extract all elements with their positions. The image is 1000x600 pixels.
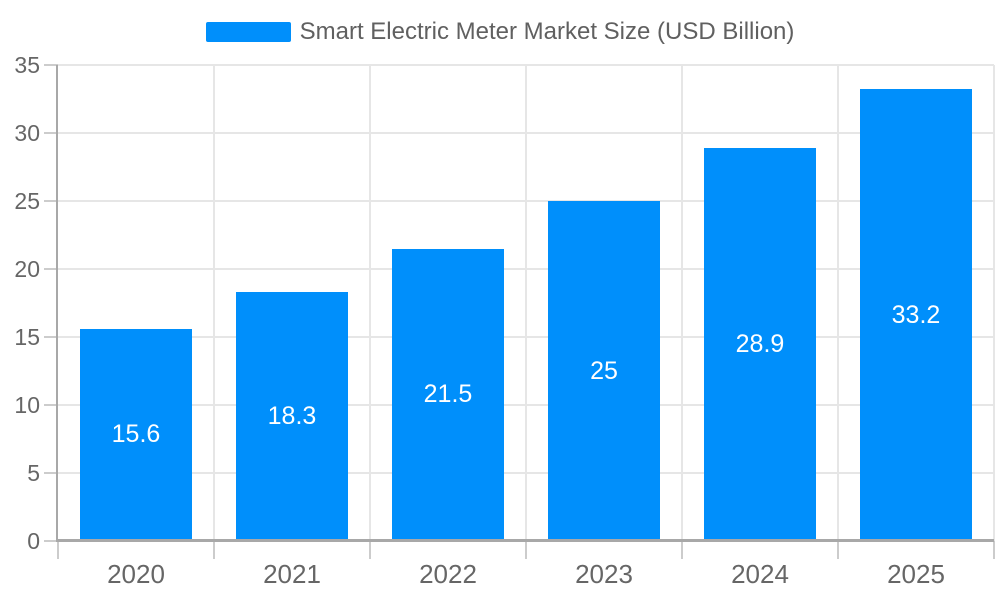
y-tick-label: 20: [14, 256, 40, 282]
x-tick: [837, 541, 839, 559]
legend-label: Smart Electric Meter Market Size (USD Bi…: [299, 18, 795, 45]
x-tick-label: 2024: [731, 559, 789, 589]
x-tick-label: 2020: [107, 559, 165, 589]
y-axis-line: [56, 65, 58, 542]
x-tick-label: 2021: [263, 559, 321, 589]
y-tick: [44, 404, 58, 406]
x-gridline: [681, 65, 683, 541]
x-gridline: [525, 65, 527, 541]
y-tick: [44, 200, 58, 202]
y-tick: [44, 132, 58, 134]
bar-value-label: 25: [590, 356, 618, 385]
x-tick: [369, 541, 371, 559]
bar-value-label: 18.3: [267, 402, 317, 431]
bar-2020[interactable]: 15.6: [80, 328, 192, 541]
y-tick-label: 25: [14, 188, 40, 214]
chart-legend[interactable]: Smart Electric Meter Market Size (USD Bi…: [0, 14, 1000, 50]
y-tick-label: 35: [14, 52, 40, 78]
x-axis-line: [58, 539, 994, 542]
y-tick: [44, 64, 58, 66]
x-gridline: [213, 65, 215, 541]
y-tick-label: 30: [14, 120, 40, 146]
y-tick-label: 5: [27, 460, 40, 486]
bar-value-label: 28.9: [735, 329, 785, 358]
bar-2025[interactable]: 33.2: [860, 89, 972, 541]
x-gridline: [837, 65, 839, 541]
bar-value-label: 33.2: [891, 300, 941, 329]
legend-marker: [205, 22, 291, 42]
bar-value-label: 21.5: [423, 380, 473, 409]
x-tick: [681, 541, 683, 559]
x-tick: [993, 541, 995, 559]
bar-value-label: 15.6: [111, 420, 161, 449]
x-tick: [525, 541, 527, 559]
y-tick-label: 15: [14, 324, 40, 350]
bar-2023[interactable]: 25: [548, 201, 660, 541]
y-tick-label: 10: [14, 392, 40, 418]
x-gridline: [369, 65, 371, 541]
x-gridline: [993, 65, 995, 541]
plot-area: 15.6 18.3 21.5 25 28.9 33.2: [56, 64, 995, 542]
x-tick-label: 2022: [419, 559, 477, 589]
y-tick: [44, 540, 58, 542]
y-tick: [44, 472, 58, 474]
y-tick: [44, 336, 58, 338]
y-tick: [44, 268, 58, 270]
y-tick-label: 0: [27, 528, 40, 554]
bar-2021[interactable]: 18.3: [236, 292, 348, 541]
x-tick: [57, 541, 59, 559]
x-tick: [213, 541, 215, 559]
bar-2024[interactable]: 28.9: [704, 147, 816, 541]
x-tick-label: 2023: [575, 559, 633, 589]
x-tick-label: 2025: [887, 559, 945, 589]
bar-2022[interactable]: 21.5: [392, 248, 504, 541]
